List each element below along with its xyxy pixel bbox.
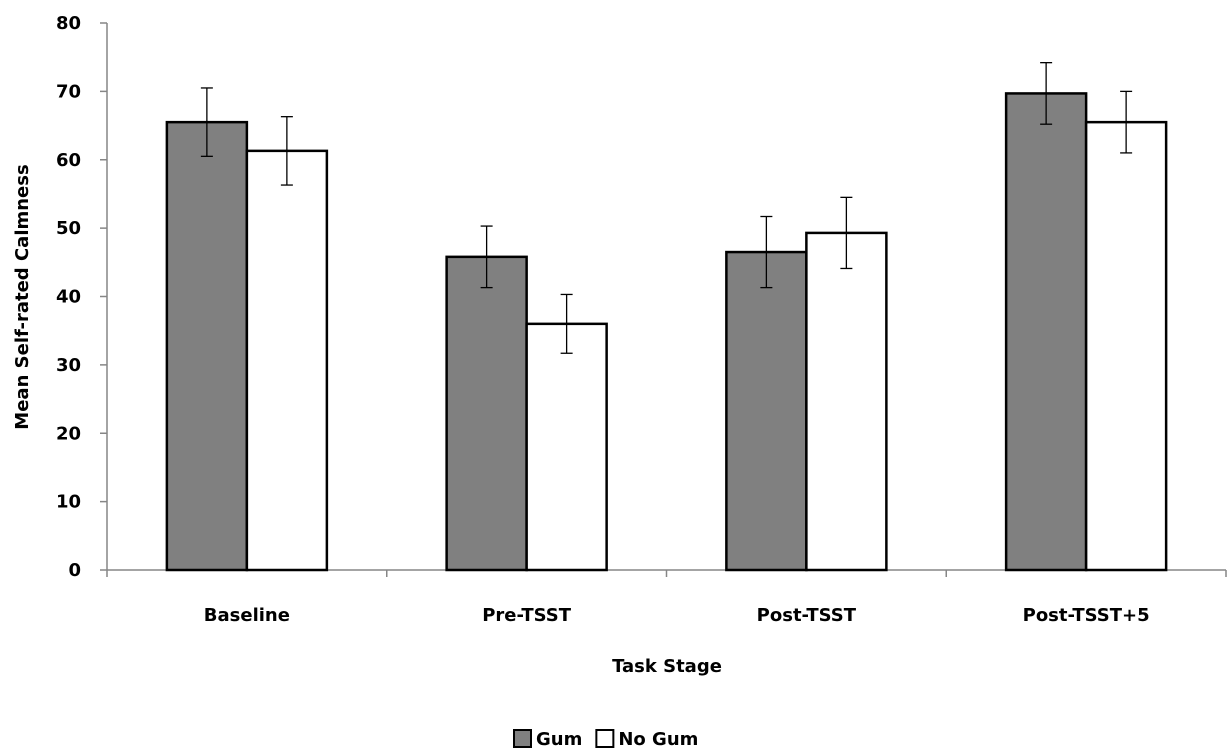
- x-tick-label: Post-TSST+5: [1023, 605, 1150, 626]
- x-tick-label: Post-TSST: [757, 605, 857, 626]
- error-bar: [280, 116, 293, 186]
- error-bar: [480, 225, 493, 289]
- y-tick-label: 50: [56, 218, 81, 239]
- y-tick-label: 70: [56, 81, 81, 102]
- x-axis-title: Task Stage: [612, 656, 722, 677]
- legend-label: Gum: [536, 729, 582, 750]
- bar-gum-0: [165, 120, 249, 572]
- error-bar: [1120, 90, 1133, 154]
- y-tick-label: 80: [56, 13, 81, 34]
- legend-swatch: [513, 729, 532, 748]
- y-tick-label: 40: [56, 287, 81, 308]
- x-tick-label: Baseline: [204, 605, 290, 626]
- error-bar: [840, 196, 853, 270]
- y-tick-label: 10: [56, 492, 81, 513]
- error-bar: [1040, 62, 1053, 125]
- y-axis: 0 10 20 30 40 50 60 70 80: [56, 13, 108, 581]
- y-tick-label: 60: [56, 150, 81, 171]
- y-axis-title: Mean Self-rated Calmness: [12, 164, 33, 429]
- legend: Gum No Gum: [513, 729, 698, 750]
- y-tick-label: 20: [56, 423, 81, 444]
- legend-swatch: [595, 729, 615, 748]
- error-bars: [200, 62, 1133, 354]
- error-bar: [560, 293, 573, 354]
- legend-item-gum: Gum: [513, 729, 582, 750]
- legend-item-no-gum: No Gum: [595, 729, 698, 750]
- y-tick-label: 30: [56, 355, 81, 376]
- bar-no-gum-0: [245, 149, 329, 572]
- bar-no-gum-1: [525, 322, 608, 572]
- bar-no-gum-2: [805, 231, 888, 572]
- bar-gum-2: [725, 250, 808, 572]
- bar-no-gum-3: [1084, 120, 1168, 572]
- y-tick-label: 0: [68, 560, 81, 581]
- x-tick-label: Pre-TSST: [482, 605, 572, 626]
- bar-gum-3: [1004, 92, 1088, 572]
- error-bar: [760, 215, 773, 289]
- bar-gum-1: [445, 255, 528, 572]
- legend-label: No Gum: [618, 729, 698, 750]
- x-axis: Baseline Pre-TSST Post-TSST Post-TSST+5: [106, 569, 1227, 626]
- error-bar: [200, 87, 213, 157]
- bars: [165, 92, 1168, 572]
